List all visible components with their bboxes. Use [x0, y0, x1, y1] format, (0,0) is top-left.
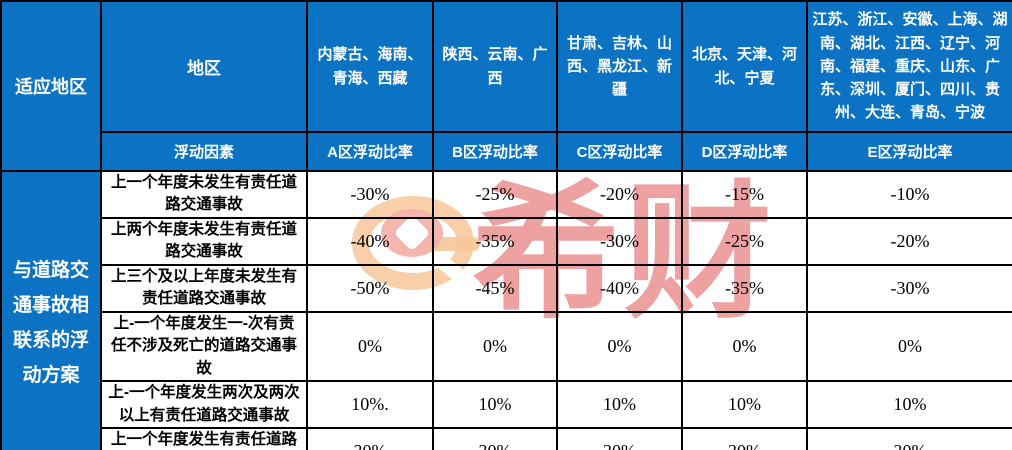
rate-value: 10%	[556, 380, 683, 430]
region-group-d-cell: 北京、天津、河北、宁夏	[681, 0, 808, 133]
table-row: 上三个及以上年度未发生有责任道路交通事故 -50% -45% -40% -35%…	[1, 263, 1012, 313]
row-label: 上一个年度未发生有责任道路交通事故	[100, 170, 308, 219]
rate-value: 10%	[806, 380, 1012, 430]
header-row-rates: 浮动因素 A区浮动比率 B区浮动比率 C区浮动比率 D区浮动比率 E区浮动比率	[1, 131, 1012, 172]
rate-header-d-cell: D区浮动比率	[681, 131, 808, 172]
region-group-e-cell: 江苏、浙江、安徽、上海、湖南、湖北、江西、辽宁、河南、福建、重庆、山东、广东、深…	[806, 0, 1012, 133]
rate-value: -30%	[806, 263, 1012, 313]
region-group-b-cell: 陕西、云南、广西	[432, 0, 558, 133]
rate-value: -30%	[306, 170, 434, 219]
region-group-c-cell: 甘肃、吉林、山西、黑龙江、新疆	[556, 0, 683, 133]
table-row: 上-一个年度发生两次及两次以上有责任道路交通事故 10%. 10% 10% 10…	[1, 380, 1012, 430]
rate-value: 30%	[432, 427, 558, 450]
factor-header-cell: 浮动因素	[100, 131, 308, 172]
rate-value: 30%	[806, 427, 1012, 450]
row-group-label-cell: 与道路交通事故相联系的浮动方案	[0, 169, 102, 450]
rate-header-e-cell: E区浮动比率	[806, 131, 1012, 172]
rate-value: 10%.	[306, 380, 434, 430]
row-label: 上一个年度发生有责任道路交通死亡事故	[100, 427, 308, 450]
row-label: 上两个年度未发生有责任道路交通事故	[100, 216, 308, 266]
table-row: 与道路交通事故相联系的浮动方案 上一个年度未发生有责任道路交通事故 -30% -…	[0, 169, 1012, 450]
rate-value: 0%	[556, 310, 683, 383]
rate-value: -25%	[432, 170, 558, 219]
table-row: 上一个年度发生有责任道路交通死亡事故 30% 30% 30% 30% 30%	[1, 427, 1012, 450]
rate-value: -50%	[306, 263, 434, 313]
rate-value: -35%	[432, 216, 558, 266]
rate-value: 0%	[806, 310, 1012, 383]
row-label: 上-一个年度发生两次及两次以上有责任道路交通事故	[100, 380, 308, 430]
rate-value: -25%	[681, 216, 808, 266]
rate-value: -35%	[681, 263, 808, 313]
rate-value: -20%	[806, 216, 1012, 266]
row-label: 上-一个年度发生一-次有责任不涉及死亡的道路交通事故	[100, 310, 308, 383]
rate-value: 0%	[306, 310, 434, 383]
rate-value: 0%	[681, 310, 808, 383]
rate-value: 30%	[306, 427, 434, 450]
rate-value: 0%	[432, 310, 558, 383]
region-header-cell: 地区	[100, 0, 308, 133]
rate-value: -10%	[806, 170, 1012, 219]
row-label: 上三个及以上年度未发生有责任道路交通事故	[100, 263, 308, 313]
rate-value: -30%	[556, 216, 683, 266]
rate-value: -40%	[306, 216, 434, 266]
rate-value: -40%	[556, 263, 683, 313]
rate-value: 30%	[681, 427, 808, 450]
rate-header-b-cell: B区浮动比率	[432, 131, 558, 172]
region-group-a-cell: 内蒙古、海南、青海、西藏	[306, 0, 434, 133]
table-row: 上两个年度未发生有责任道路交通事故 -40% -35% -30% -25% -2…	[1, 216, 1012, 266]
rate-header-c-cell: C区浮动比率	[556, 131, 683, 172]
rate-value: -15%	[681, 170, 808, 219]
rate-value: -45%	[432, 263, 558, 313]
rate-value: -20%	[556, 170, 683, 219]
header-row-regions: 适应地区 地区 内蒙古、海南、青海、西藏 陕西、云南、广西 甘肃、吉林、山西、黑…	[0, 0, 1012, 172]
corner-header-cell: 适应地区	[0, 0, 102, 172]
rate-header-a-cell: A区浮动比率	[306, 131, 434, 172]
table-row: 上-一个年度发生一-次有责任不涉及死亡的道路交通事故 0% 0% 0% 0% 0…	[1, 310, 1012, 383]
rate-value: 10%	[432, 380, 558, 430]
rate-value: 10%	[681, 380, 808, 430]
rate-value: 30%	[556, 427, 683, 450]
